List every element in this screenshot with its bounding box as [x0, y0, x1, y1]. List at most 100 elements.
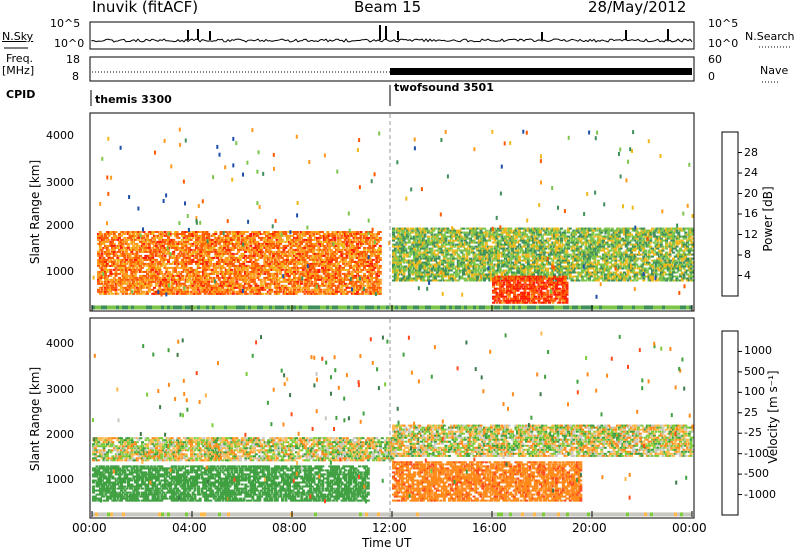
heat-cell: [303, 288, 307, 291]
heat-cell: [193, 231, 197, 233]
heat-cell: [324, 250, 328, 253]
heat-cell: [247, 254, 251, 257]
heat-cell: [104, 274, 107, 277]
heat-cell: [414, 257, 418, 260]
heat-cell: [404, 279, 408, 282]
heat-cell: [462, 263, 465, 266]
heat-cell: [126, 242, 130, 245]
heat-cell: [240, 264, 244, 267]
heat-cell: [331, 233, 335, 235]
heat-cell: [399, 251, 402, 254]
heat-cell: [259, 282, 263, 285]
heat-cell: [414, 253, 418, 256]
heat-cell: [359, 242, 363, 245]
heat-cell: [265, 270, 268, 273]
heat-cell: [273, 260, 277, 263]
heat-cell: [458, 235, 462, 238]
heat-cell: [483, 265, 486, 268]
heat-cell: [282, 246, 286, 249]
heat-cell: [507, 229, 511, 232]
heat-cell: [272, 282, 275, 285]
heat-cell: [477, 243, 481, 246]
heat-cell: [105, 280, 109, 283]
heat-cell: [284, 292, 288, 295]
heat-cell: [470, 241, 474, 244]
heat-cell: [128, 256, 132, 259]
heat-cell: [237, 242, 240, 245]
heat-cell: [315, 262, 319, 265]
heat-cell: [331, 258, 335, 261]
heat-cell: [354, 252, 358, 255]
heat-cell: [442, 255, 446, 258]
heat-cell: [154, 234, 158, 237]
heat-cell: [310, 231, 314, 233]
heat-cell: [198, 258, 202, 261]
heat-cell: [107, 280, 111, 283]
heat-cell: [231, 282, 235, 285]
heat-cell: [121, 262, 125, 265]
heat-cell: [142, 284, 146, 287]
heat-cell: [254, 250, 258, 253]
heat-cell: [377, 250, 380, 253]
heat-cell: [132, 284, 135, 287]
heat-cell: [209, 288, 212, 291]
heat-cell: [247, 276, 251, 279]
heat-cell: [364, 262, 368, 265]
heat-cell: [137, 254, 141, 257]
heat-cell: [149, 262, 153, 265]
heat-cell: [151, 240, 155, 243]
heat-cell: [333, 274, 337, 277]
heat-cell: [216, 274, 219, 277]
heat-cell: [505, 247, 509, 250]
heat-cell: [366, 264, 370, 267]
heat-cell: [196, 286, 200, 289]
heat-cell: [151, 272, 155, 275]
heat-cell: [238, 288, 242, 291]
heat-cell: [216, 252, 219, 255]
heat-cell: [314, 290, 317, 293]
heat-cell: [449, 263, 453, 266]
heat-cell: [205, 234, 209, 237]
heat-cell: [160, 278, 163, 281]
heat-cell: [472, 261, 476, 264]
heat-cell: [392, 269, 395, 272]
heat-cell: [448, 279, 451, 282]
heat-cell: [493, 253, 497, 256]
heat-cell: [259, 268, 263, 271]
heat-cell: [293, 248, 296, 251]
xtick-0800: 08:00: [272, 521, 307, 535]
heat-cell: [392, 229, 395, 232]
heat-cell: [400, 277, 404, 280]
heat-cell: [407, 239, 411, 242]
heat-cell: [428, 241, 432, 244]
heat-cell: [377, 233, 380, 235]
heat-cell: [425, 243, 429, 246]
heat-cell: [282, 248, 286, 251]
heat-cell: [156, 276, 160, 279]
heat-cell: [200, 250, 204, 253]
heat-cell: [469, 237, 472, 240]
heat-cell: [130, 268, 134, 271]
heat-cell: [268, 260, 272, 263]
heat-cell: [116, 238, 120, 241]
heat-cell: [195, 284, 198, 287]
heat-cell: [147, 258, 151, 261]
heat-cell: [474, 241, 478, 244]
heat-cell: [402, 249, 406, 252]
heat-cell: [193, 268, 197, 271]
heat-cell: [217, 238, 221, 241]
heat-cell: [451, 231, 455, 234]
heat-cell: [123, 276, 127, 279]
heat-cell: [324, 282, 328, 285]
heat-cell: [370, 274, 373, 277]
heat-cell: [147, 254, 151, 257]
heat-cell: [181, 274, 184, 277]
heat-cell: [458, 261, 462, 264]
heat-cell: [340, 292, 344, 295]
heat-cell: [119, 290, 123, 293]
heat-cell: [409, 237, 413, 240]
heat-cell: [317, 233, 321, 235]
heat-cell: [423, 243, 427, 246]
heat-cell: [147, 270, 151, 273]
heat-cell: [303, 264, 307, 267]
